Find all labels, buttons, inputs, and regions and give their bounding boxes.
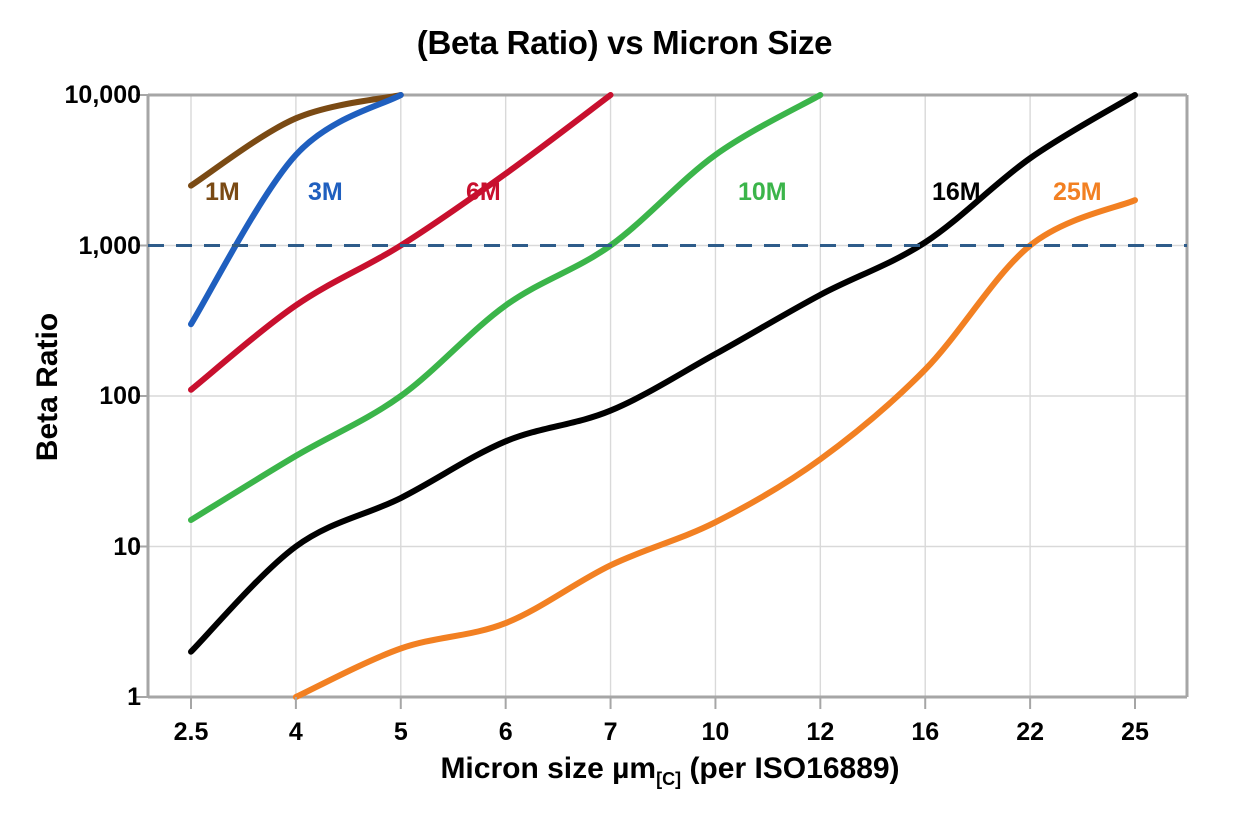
series-label-10m: 10M: [738, 178, 787, 206]
x-tick-label: 5: [393, 718, 408, 746]
y-tick-label: 1,000: [78, 231, 141, 260]
series-line-3m: [188, 92, 404, 328]
series-line-10m: [188, 92, 824, 523]
series-label-3m: 3M: [308, 178, 343, 206]
x-axis-title: Micron size µm[C] (per ISO16889): [150, 752, 1190, 790]
y-tick-label: 1: [127, 683, 141, 711]
y-tick-label: 10: [113, 532, 141, 561]
x-tick-label: 4: [288, 718, 303, 746]
series-label-1m: 1M: [205, 178, 240, 206]
x-tick-label: 7: [603, 718, 618, 746]
x-axis-title-subscript: [C]: [656, 769, 682, 789]
series-label-16m: 16M: [932, 178, 981, 206]
series-label-6m: 6M: [466, 178, 501, 206]
x-tick-label: 12: [806, 718, 835, 746]
x-tick-label: 22: [1016, 718, 1045, 746]
x-axis-title-suffix: (per ISO16889): [681, 752, 900, 785]
x-tick-label: 2.5: [173, 718, 209, 746]
x-tick-label: 25: [1121, 718, 1149, 746]
y-tick-label: 10,000: [64, 81, 141, 109]
gridlines: [148, 94, 1187, 698]
chart-title: (Beta Ratio) vs Micron Size: [416, 24, 833, 61]
series-line-25m: [292, 197, 1138, 700]
x-axis-title-main: Micron size µm: [440, 752, 657, 785]
tick-marks: [136, 94, 1136, 709]
x-tick-label: 16: [911, 718, 940, 746]
x-tick-label: 6: [498, 718, 513, 746]
series-label-25m: 25M: [1053, 178, 1102, 206]
series-line-1m: [188, 92, 404, 189]
y-tick-label: 100: [99, 382, 141, 410]
x-tick-label: 10: [701, 718, 730, 746]
series-line-16m: [188, 92, 1138, 655]
